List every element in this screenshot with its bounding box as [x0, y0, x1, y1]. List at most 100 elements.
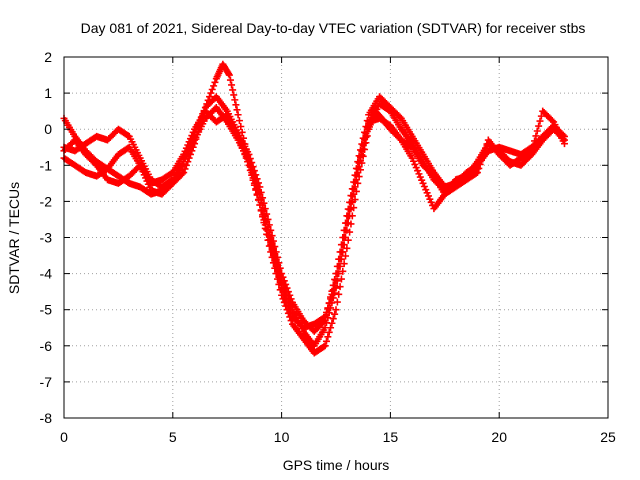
x-tick-label: 20: [491, 429, 507, 445]
data-point-marker: [412, 164, 420, 172]
y-tick-label: -7: [40, 374, 53, 390]
data-point-marker: [362, 130, 370, 138]
axis-ticks: [63, 56, 609, 419]
data-point-marker: [259, 194, 267, 202]
series-track-1: [60, 60, 481, 357]
data-point-marker: [418, 176, 426, 184]
x-tick-label: 5: [169, 429, 177, 445]
data-point-marker: [231, 96, 239, 104]
series-track-2: [60, 100, 568, 350]
data-point-marker: [396, 113, 404, 121]
data-point-marker: [361, 136, 369, 144]
data-point-marker: [420, 183, 428, 191]
data-point-marker: [242, 154, 250, 162]
data-point-marker: [265, 236, 273, 244]
data-point-marker: [272, 248, 280, 256]
data-point-marker: [411, 160, 419, 168]
data-point-marker: [429, 171, 437, 179]
data-point-marker: [331, 310, 339, 318]
data-point-marker: [249, 163, 257, 171]
data-point-marker: [257, 188, 265, 196]
data-point-marker: [259, 211, 267, 219]
data-point-marker: [245, 161, 253, 169]
data-point-marker: [329, 315, 337, 323]
data-point-marker: [472, 169, 480, 177]
data-point-marker: [208, 85, 216, 93]
data-point-marker: [269, 237, 277, 245]
data-point-marker: [249, 176, 257, 184]
data-point-marker: [354, 158, 362, 166]
x-tick-label: 0: [60, 429, 68, 445]
data-point-marker: [320, 314, 328, 322]
data-point-marker: [358, 140, 366, 148]
data-point-marker: [473, 169, 481, 177]
data-point-marker: [337, 275, 345, 283]
data-point-marker: [343, 219, 351, 227]
data-point-marker: [354, 165, 362, 173]
data-point-marker: [260, 199, 268, 207]
data-point-marker: [261, 221, 269, 229]
data-point-marker: [355, 152, 363, 160]
data-point-marker: [280, 291, 288, 299]
data-point-marker: [282, 295, 290, 303]
data-point-marker: [264, 231, 272, 239]
data-point-marker: [284, 302, 292, 310]
x-tick-label: 25: [600, 429, 616, 445]
data-point-marker: [322, 308, 330, 316]
data-point-marker: [182, 161, 190, 169]
data-point-marker: [226, 76, 234, 84]
data-point-marker: [237, 122, 245, 130]
data-point-marker: [210, 82, 218, 90]
data-point-marker: [228, 81, 236, 89]
data-point-marker: [329, 286, 337, 294]
data-point-marker: [346, 206, 354, 214]
data-point-marker: [181, 147, 189, 155]
data-point-marker: [332, 277, 340, 285]
y-tick-label: 1: [44, 85, 52, 101]
data-point-marker: [275, 259, 283, 267]
data-point-marker: [356, 146, 364, 154]
data-point-marker: [476, 160, 484, 168]
data-point-marker: [528, 147, 536, 155]
data-point-marker: [340, 234, 348, 241]
data-point-marker: [333, 298, 341, 306]
data-point-marker: [363, 124, 371, 132]
data-point-marker: [233, 106, 241, 114]
data-point-marker: [254, 179, 262, 187]
data-point-marker: [254, 196, 262, 204]
data-point-marker: [410, 157, 418, 165]
data-point-marker: [327, 295, 335, 303]
data-point-marker: [278, 270, 286, 278]
data-point-marker: [246, 166, 254, 174]
data-point-marker: [234, 132, 242, 140]
data-point-marker: [188, 132, 196, 140]
data-point-marker: [482, 144, 490, 152]
data-point-marker: [351, 178, 359, 186]
y-tick-label: -3: [40, 230, 53, 246]
data-point-marker: [256, 201, 264, 209]
data-point-marker: [343, 244, 351, 252]
x-axis-label: GPS time / hours: [283, 457, 390, 473]
data-point-marker: [229, 86, 237, 94]
data-point-marker: [342, 226, 350, 234]
data-point-marker: [271, 257, 279, 265]
y-tick-label: -8: [40, 410, 53, 426]
data-point-marker: [189, 128, 197, 136]
grid-lines: [64, 57, 608, 418]
y-tick-label: 2: [44, 49, 52, 65]
data-point-marker: [416, 173, 424, 181]
data-point-marker: [422, 186, 430, 194]
data-point-marker: [324, 333, 332, 341]
data-point-marker: [548, 117, 556, 125]
data-point-marker: [355, 159, 363, 167]
data-point-marker: [185, 138, 193, 146]
data-point-marker: [362, 122, 370, 130]
data-point-marker: [253, 175, 261, 183]
data-point-marker: [560, 140, 568, 148]
data-point-marker: [268, 232, 276, 240]
data-point-marker: [279, 288, 287, 296]
data-point-marker: [184, 141, 192, 149]
data-point-marker: [253, 191, 261, 199]
data-point-marker: [269, 252, 277, 260]
data-point-marker: [267, 241, 275, 249]
